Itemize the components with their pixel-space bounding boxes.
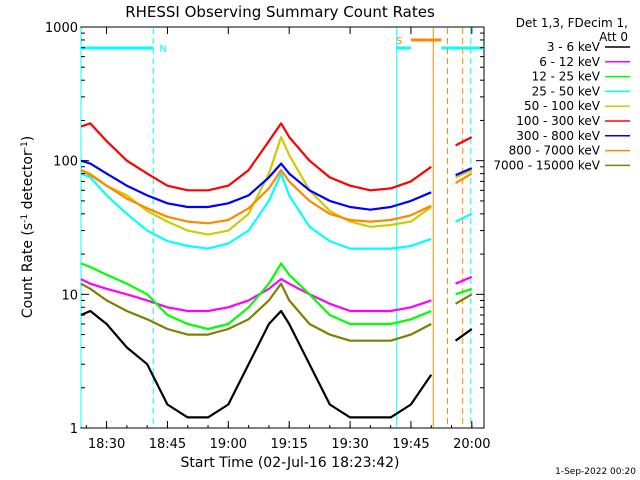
series-line — [80, 172, 473, 250]
y-tick-label: 1000 — [45, 21, 78, 36]
x-tick-label: 19:00 — [210, 437, 247, 452]
flag-bars: NS — [81, 36, 484, 55]
x-tick-label: 18:30 — [88, 437, 125, 452]
legend-header-line-2: Att 0 — [599, 30, 628, 44]
legend-label: 50 - 100 keV — [524, 99, 601, 113]
time-markers — [80, 28, 472, 427]
chart-title: RHESSI Observing Summary Count Rates — [125, 3, 435, 21]
x-axis: 18:30 18:45 19:00 19:15 19:30 19:45 20:00 — [85, 27, 491, 452]
flag-label: S — [396, 36, 402, 47]
series-line — [80, 159, 473, 211]
footer-timestamp: 1-Sep-2022 00:20 — [555, 467, 636, 477]
legend-label: 7000 - 15000 keV — [493, 158, 600, 172]
series-line — [80, 262, 473, 331]
y-axis: 1 10 100 1000 — [45, 21, 484, 437]
series-line — [80, 275, 473, 313]
x-tick-label: 19:15 — [270, 437, 307, 452]
flag-label: N — [159, 44, 166, 55]
series-line — [80, 122, 473, 192]
legend-label: 100 - 300 keV — [516, 114, 600, 128]
y-tick-label: 1 — [70, 422, 78, 437]
plot-frame — [80, 26, 485, 429]
series-line — [80, 309, 473, 419]
y-tick-label: 100 — [53, 155, 78, 170]
y-axis-label: Count Rate (s-1 detector-1) — [20, 136, 36, 318]
legend-label: 25 - 50 keV — [532, 84, 601, 98]
x-tick-label: 19:45 — [392, 437, 429, 452]
x-axis-label: Start Time (02-Jul-16 18:23:42) — [180, 455, 399, 471]
y-tick-label: 10 — [61, 288, 78, 303]
series-line — [80, 169, 473, 225]
legend-label: 300 - 800 keV — [516, 129, 600, 143]
x-tick-label: 19:30 — [331, 437, 368, 452]
legend-label: 12 - 25 keV — [532, 70, 601, 84]
legend-label: 6 - 12 keV — [539, 55, 601, 69]
series-line — [80, 136, 473, 236]
series-lines — [80, 122, 473, 419]
legend-label: 800 - 7000 keV — [509, 144, 601, 158]
legend-header-line-1: Det 1,3, FDecim 1, — [516, 16, 628, 30]
x-tick-label: 18:45 — [149, 437, 186, 452]
x-tick-label: 20:00 — [453, 437, 490, 452]
legend-label: 3 - 6 keV — [547, 40, 601, 54]
series-line — [80, 282, 473, 342]
